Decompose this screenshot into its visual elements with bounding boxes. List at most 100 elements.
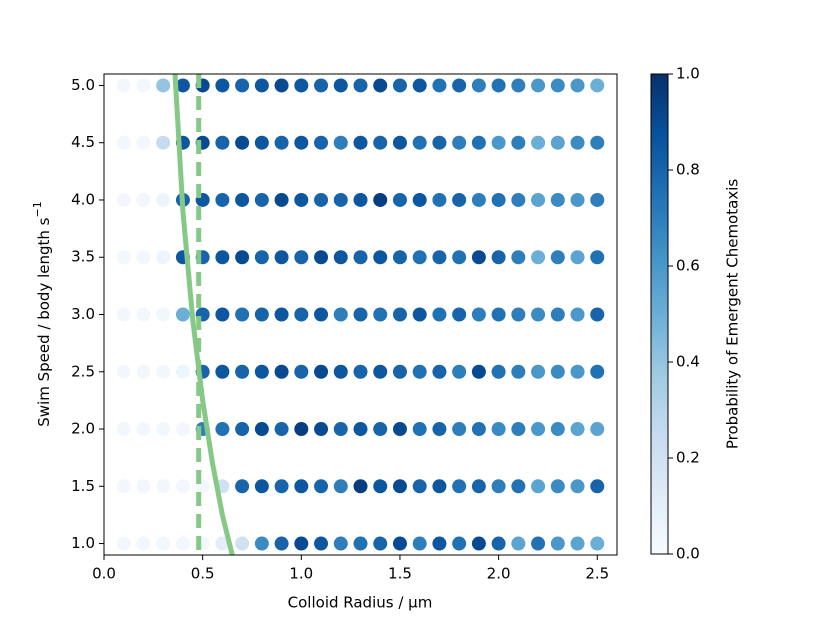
point: [590, 536, 605, 551]
point: [590, 78, 605, 93]
point: [136, 192, 151, 207]
point: [215, 192, 230, 207]
threshold-curve: [172, 74, 235, 555]
point: [353, 307, 368, 322]
point: [294, 307, 309, 322]
point: [550, 422, 565, 437]
point: [531, 250, 546, 265]
point: [471, 192, 486, 207]
point: [392, 364, 407, 379]
y-tick-label: 3.0: [71, 305, 95, 323]
point: [511, 135, 526, 150]
point: [215, 364, 230, 379]
point: [531, 192, 546, 207]
point: [550, 364, 565, 379]
point: [215, 422, 230, 437]
y-tick-label: 2.5: [71, 362, 95, 380]
point: [215, 78, 230, 93]
y-tick-label: 4.5: [71, 133, 95, 151]
y-tick-label: 5.0: [71, 76, 95, 94]
point: [175, 422, 190, 437]
point: [156, 479, 171, 494]
point: [254, 78, 269, 93]
point: [531, 479, 546, 494]
point: [452, 422, 467, 437]
point: [511, 536, 526, 551]
colorbar: [650, 73, 669, 555]
point: [432, 364, 447, 379]
point: [274, 307, 289, 322]
y-tick-label: 2.0: [71, 420, 95, 438]
point: [254, 307, 269, 322]
x-tick-label: 1.5: [388, 565, 412, 583]
point: [274, 250, 289, 265]
point: [314, 250, 329, 265]
point: [274, 536, 289, 551]
point: [136, 422, 151, 437]
point: [353, 192, 368, 207]
point: [333, 135, 348, 150]
point: [392, 536, 407, 551]
point: [353, 536, 368, 551]
point: [373, 422, 388, 437]
point: [471, 479, 486, 494]
point: [353, 479, 368, 494]
y-tick-label: 4.0: [71, 190, 95, 208]
point: [392, 307, 407, 322]
point: [570, 364, 585, 379]
point: [254, 536, 269, 551]
point: [412, 364, 427, 379]
point: [570, 479, 585, 494]
point: [511, 78, 526, 93]
point: [570, 192, 585, 207]
point: [531, 364, 546, 379]
point: [333, 307, 348, 322]
point: [294, 78, 309, 93]
point: [590, 135, 605, 150]
point: [215, 135, 230, 150]
point: [491, 192, 506, 207]
point: [471, 422, 486, 437]
point: [314, 479, 329, 494]
point: [156, 364, 171, 379]
point: [235, 307, 250, 322]
point: [511, 307, 526, 322]
point: [531, 307, 546, 322]
y-tick-label: 1.0: [71, 534, 95, 552]
point: [471, 307, 486, 322]
point: [333, 250, 348, 265]
point: [471, 250, 486, 265]
point: [550, 536, 565, 551]
point: [590, 479, 605, 494]
colorbar-tick-label: 0.8: [676, 161, 700, 179]
point: [373, 479, 388, 494]
point: [491, 479, 506, 494]
point: [412, 135, 427, 150]
point: [294, 250, 309, 265]
point: [156, 135, 171, 150]
point: [136, 307, 151, 322]
point: [116, 250, 131, 265]
point: [116, 536, 131, 551]
point: [136, 78, 151, 93]
point: [314, 307, 329, 322]
point: [511, 192, 526, 207]
point: [156, 536, 171, 551]
point: [511, 422, 526, 437]
point: [294, 192, 309, 207]
point: [570, 422, 585, 437]
point: [392, 135, 407, 150]
point: [235, 78, 250, 93]
point: [590, 307, 605, 322]
point: [412, 192, 427, 207]
point: [254, 479, 269, 494]
point: [116, 78, 131, 93]
x-tick-label: 2.0: [487, 565, 511, 583]
point: [432, 536, 447, 551]
point: [511, 250, 526, 265]
point: [156, 250, 171, 265]
point: [392, 479, 407, 494]
point: [471, 78, 486, 93]
point: [392, 78, 407, 93]
